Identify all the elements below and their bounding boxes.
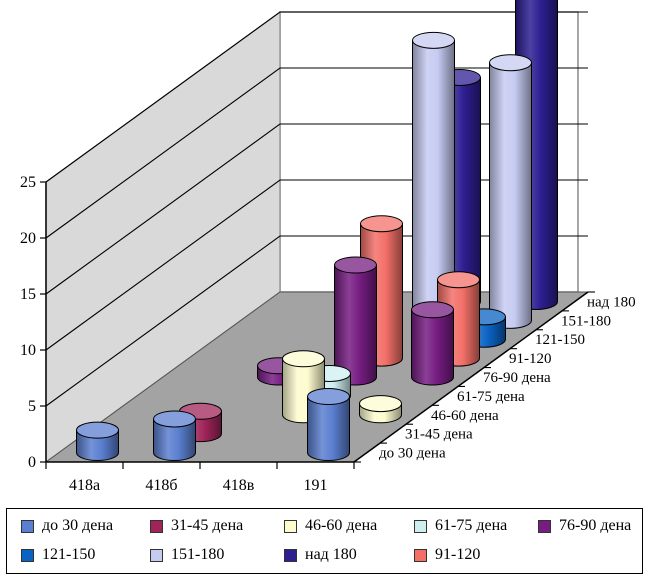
bar-body — [411, 309, 454, 386]
legend-item: до 30 дена — [21, 516, 113, 536]
legend-item: 91-120 — [414, 545, 480, 565]
bar-body — [307, 396, 350, 462]
y-tick-label: 0 — [28, 454, 36, 471]
y-tick-label: 5 — [28, 398, 36, 415]
x-category-label: 191 — [304, 477, 328, 494]
legend-label: 121-150 — [42, 546, 96, 563]
legend-swatch — [150, 548, 163, 562]
legend-item: 76-90 дена — [538, 516, 631, 536]
legend-item: 31-45 дена — [150, 516, 243, 536]
bar-top — [334, 256, 377, 274]
bar-top — [437, 271, 480, 289]
bar — [411, 301, 454, 386]
x-category-label: 418в — [223, 477, 255, 494]
bar-top — [282, 350, 325, 368]
legend-label: над 180 — [305, 546, 357, 563]
depth-axis-label: 46-60 дена — [431, 408, 499, 424]
gridline — [45, 235, 588, 407]
legend-swatch — [150, 519, 163, 533]
bar — [489, 54, 532, 329]
chart-area: 0 5 10 15 20 25 418а 418б 418в 191 до 30 дена 31-45… — [20, 0, 636, 494]
depth-axis-label: 76-90 дена — [483, 370, 551, 386]
depth-axis-label: 61-75 дена — [457, 389, 525, 405]
bar-top — [360, 215, 403, 233]
y-tick-label: 25 — [20, 174, 36, 191]
bar — [307, 388, 350, 462]
bar-top — [153, 410, 196, 428]
depth-axis-label: 121-150 — [535, 332, 585, 348]
bar-top — [307, 388, 350, 406]
legend-item: 46-60 дена — [284, 516, 377, 536]
bar-body — [489, 62, 532, 329]
bar-top — [489, 54, 532, 72]
legend-label: 46-60 дена — [305, 517, 378, 534]
legend-swatch — [538, 519, 551, 533]
legend-swatch — [284, 548, 297, 562]
legend-item: 61-75 дена — [414, 516, 507, 536]
legend-label: 91-120 — [435, 546, 481, 563]
depth-axis-label: 151-180 — [561, 313, 611, 329]
legend-swatch — [284, 519, 297, 533]
legend-label: 76-90 дена — [559, 517, 632, 534]
y-tick-label: 10 — [20, 342, 36, 359]
gridline — [45, 67, 588, 239]
depth-axis-label: 31-45 дена — [405, 427, 473, 443]
y-tick-label: 20 — [20, 230, 36, 247]
bar-top — [412, 31, 455, 49]
gridline — [45, 179, 588, 351]
depth-axis-label: 91-120 — [509, 351, 552, 367]
legend: до 30 дена 31-45 дена 46-60 дена 61-75 дена… — [6, 508, 643, 574]
legend-label: до 30 дена — [42, 517, 114, 534]
bar-top — [76, 421, 119, 439]
depth-axis-label: над 180 — [587, 294, 636, 310]
bar — [334, 256, 377, 386]
depth-axis-line — [353, 291, 589, 463]
bar-top — [359, 395, 402, 413]
depth-axis-label: до 30 дена — [379, 446, 446, 462]
bar — [153, 410, 196, 462]
legend-item: 121-150 — [21, 545, 95, 565]
legend-swatch — [414, 519, 427, 533]
legend-swatch — [21, 519, 34, 533]
legend-item: 151-180 — [150, 545, 224, 565]
bar-body — [76, 429, 119, 462]
x-category-label: 418а — [69, 477, 100, 494]
bar — [76, 421, 119, 462]
x-category-label: 418б — [145, 477, 177, 494]
legend-label: 151-180 — [171, 546, 225, 563]
legend-swatch — [21, 548, 34, 562]
y-tick-label: 15 — [20, 286, 36, 303]
bar-body — [153, 418, 196, 462]
legend-label: 31-45 дена — [171, 517, 244, 534]
bar-top — [411, 301, 454, 319]
legend-swatch — [414, 548, 427, 562]
legend-label: 61-75 дена — [435, 517, 508, 534]
bar — [359, 395, 402, 424]
gridline — [45, 11, 588, 183]
chart-svg: 0 5 10 15 20 25 418а 418б 418в 191 до 30 дена 31-45… — [20, 0, 636, 494]
gridline — [45, 123, 588, 295]
legend-item: над 180 — [284, 545, 357, 565]
